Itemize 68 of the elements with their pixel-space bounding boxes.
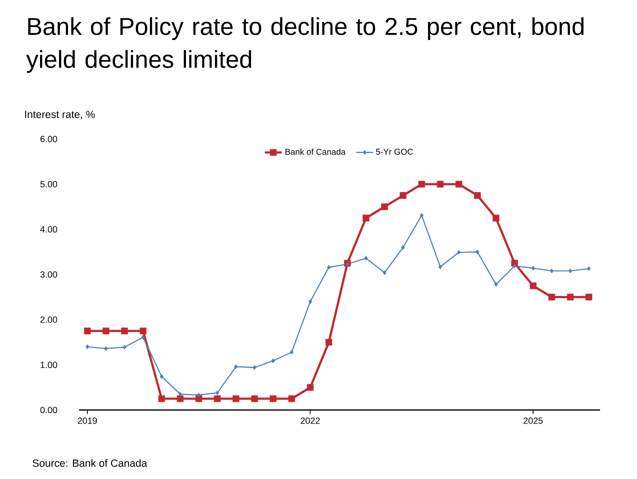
point xyxy=(176,395,184,402)
point xyxy=(195,395,202,402)
point xyxy=(270,395,276,402)
point xyxy=(308,299,312,304)
point xyxy=(474,192,481,199)
point xyxy=(457,250,461,255)
point xyxy=(420,212,424,218)
point xyxy=(438,264,442,270)
source-note: Source: Bank of Canada xyxy=(32,459,148,467)
point xyxy=(587,266,591,271)
point xyxy=(550,268,554,274)
y-tick-label: 5.00 xyxy=(40,180,58,188)
point xyxy=(140,328,146,334)
y-tick-label: 6.00 xyxy=(40,136,58,142)
point xyxy=(122,344,126,350)
point xyxy=(104,346,108,351)
point xyxy=(586,294,592,300)
chart-title: Bank of Policy rate to decline to 2.5 per cent, bond yield declines limited xyxy=(26,17,584,73)
point xyxy=(306,384,314,391)
point xyxy=(327,264,331,270)
y-axis-title: Interest rate, % xyxy=(25,110,95,120)
point xyxy=(158,395,165,402)
point xyxy=(364,256,368,261)
y-tick-label: 2.00 xyxy=(40,316,58,323)
point xyxy=(271,358,275,364)
point xyxy=(178,392,182,397)
point xyxy=(401,245,405,250)
x-tick-label: 2025 xyxy=(524,418,543,424)
point xyxy=(84,328,91,334)
point xyxy=(476,250,480,254)
point xyxy=(197,392,201,398)
point xyxy=(381,203,388,210)
point xyxy=(418,180,426,188)
point xyxy=(568,268,572,274)
point xyxy=(141,334,145,340)
legend-label: 5-Yr GOC xyxy=(376,148,414,155)
point xyxy=(86,344,90,350)
y-tick-label: 3.00 xyxy=(40,271,58,278)
point xyxy=(288,395,296,402)
point xyxy=(456,180,462,188)
point xyxy=(436,180,444,188)
point xyxy=(530,282,536,290)
point xyxy=(531,266,535,271)
point xyxy=(325,338,332,346)
point xyxy=(492,214,500,222)
point xyxy=(400,192,406,199)
y-tick-label: 4.00 xyxy=(40,226,58,233)
point xyxy=(548,294,556,300)
point xyxy=(290,350,294,355)
point xyxy=(362,214,370,222)
point xyxy=(512,264,516,268)
point xyxy=(251,395,258,402)
y-tick-label: 1.00 xyxy=(40,362,58,368)
point xyxy=(252,365,256,370)
point xyxy=(566,294,574,300)
point xyxy=(216,390,220,396)
point xyxy=(102,328,110,334)
point xyxy=(494,282,498,287)
point xyxy=(160,374,164,379)
point xyxy=(382,270,386,276)
x-tick-label: 2022 xyxy=(300,418,320,424)
x-tick-label: 2019 xyxy=(78,418,97,424)
point xyxy=(234,364,238,369)
point xyxy=(232,395,240,402)
legend-label: Bank of Canada xyxy=(286,148,346,155)
point xyxy=(214,395,221,402)
point xyxy=(121,328,128,334)
y-tick-label: 0.00 xyxy=(40,406,58,414)
